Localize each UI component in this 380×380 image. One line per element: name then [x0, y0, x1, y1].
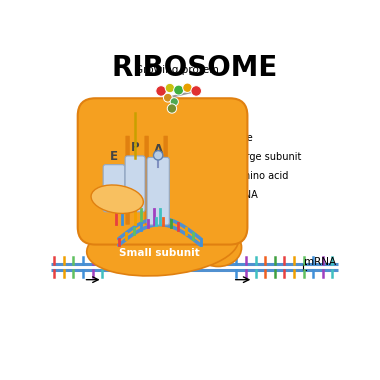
Circle shape — [183, 83, 192, 92]
Text: Large subunit: Large subunit — [228, 152, 302, 162]
Ellipse shape — [91, 185, 143, 214]
FancyBboxPatch shape — [103, 165, 125, 212]
Circle shape — [156, 86, 166, 96]
FancyBboxPatch shape — [125, 156, 145, 212]
Text: Amino acid: Amino acid — [166, 155, 289, 181]
Circle shape — [163, 93, 172, 102]
FancyBboxPatch shape — [163, 136, 168, 225]
Circle shape — [165, 83, 174, 93]
Text: Site: Site — [181, 133, 253, 143]
Text: E: E — [110, 150, 118, 163]
FancyBboxPatch shape — [78, 98, 247, 245]
Text: tRNA: tRNA — [169, 190, 259, 200]
Text: Small subunit: Small subunit — [119, 249, 200, 258]
Circle shape — [170, 98, 178, 106]
Text: P: P — [131, 141, 139, 154]
FancyBboxPatch shape — [144, 136, 149, 225]
Circle shape — [191, 86, 201, 96]
Text: mRNA: mRNA — [304, 256, 337, 266]
Circle shape — [167, 104, 177, 113]
Text: Growing protein: Growing protein — [135, 65, 219, 75]
Ellipse shape — [195, 228, 242, 266]
Text: RIBOSOME: RIBOSOME — [112, 54, 278, 82]
Text: A: A — [154, 143, 163, 156]
FancyBboxPatch shape — [125, 136, 130, 225]
Circle shape — [154, 150, 163, 160]
FancyBboxPatch shape — [147, 157, 169, 225]
Circle shape — [174, 85, 184, 95]
Ellipse shape — [87, 216, 238, 276]
